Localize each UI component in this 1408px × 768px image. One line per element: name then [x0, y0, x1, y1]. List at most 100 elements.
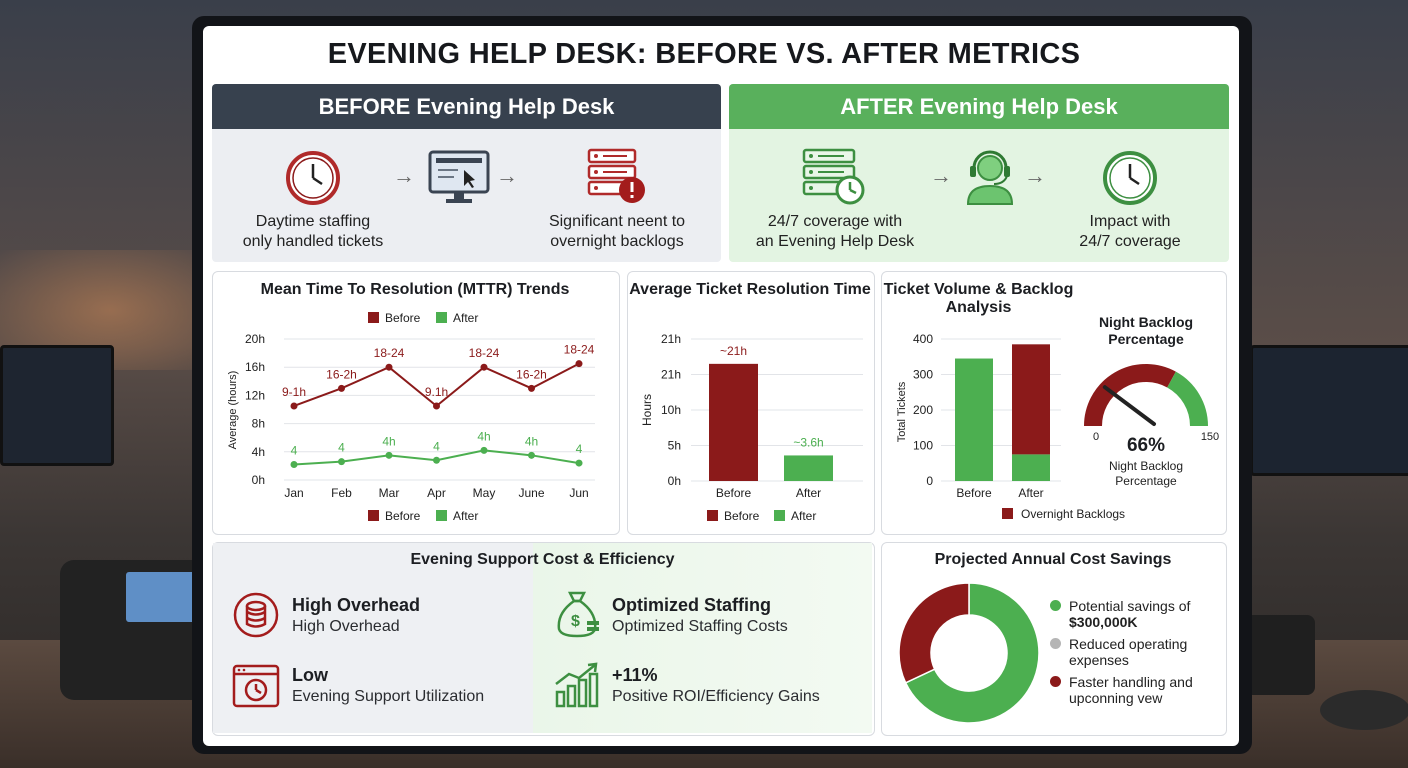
- gauge-needle: [1102, 385, 1156, 426]
- after-step-1-label: 24/7 coverage with an Evening Help Desk: [755, 213, 915, 250]
- data-point: [338, 458, 345, 466]
- x-tick-label: Before: [716, 486, 752, 500]
- gauge-arc-backlog: [1084, 364, 1176, 427]
- before-panel-header: BEFORE Evening Help Desk: [212, 84, 721, 129]
- savings-legend-3: Faster handling and upconning vew: [1069, 674, 1193, 706]
- arrow-right-icon: →: [393, 163, 415, 188]
- legend-label-after: After: [453, 311, 478, 325]
- savings-legend-1-text: Potential savings of: [1069, 598, 1191, 614]
- y-tick-label: 0h: [668, 474, 681, 488]
- data-label: ~21h: [720, 344, 747, 358]
- data-label: 4: [433, 439, 440, 453]
- legend-label-before: Before: [724, 509, 760, 523]
- before-step-3-label: Significant neent to overnight backlogs: [548, 213, 686, 250]
- data-label: 4h: [525, 434, 538, 448]
- y-axis-label: Total Tickets: [896, 381, 908, 442]
- data-point: [338, 384, 345, 392]
- y-tick-label: 200: [913, 403, 933, 417]
- legend-swatch-before: [368, 510, 379, 521]
- cost-item-3-title: Optimized Staffing: [612, 595, 771, 615]
- gauge-title-line: Night Backlog: [1099, 314, 1193, 330]
- data-label: 4h: [477, 429, 490, 443]
- clock-icon: [286, 151, 340, 205]
- cost-item-3-sub: Optimized Staffing Costs: [612, 618, 788, 635]
- data-point: [480, 446, 488, 454]
- database-coins-icon: [233, 592, 279, 638]
- gauge-max-label: 150: [1201, 431, 1219, 443]
- volume-title: Ticket Volume & Backlog Analysis: [883, 281, 1074, 316]
- savings-legend-dot: [1050, 638, 1061, 649]
- data-label: 4: [291, 443, 298, 457]
- y-tick-label: 12h: [245, 388, 265, 402]
- data-label: 4: [576, 442, 583, 456]
- y-tick-label: 21h: [661, 332, 681, 346]
- legend-swatch-backlog: [1002, 508, 1013, 519]
- data-point: [575, 360, 583, 368]
- gauge-caption-line: Night Backlog: [1109, 459, 1183, 473]
- mttr-card: [212, 271, 620, 535]
- x-tick-label: June: [518, 486, 544, 500]
- y-tick-label: 5h: [668, 439, 681, 453]
- growth-chart-icon: [555, 662, 599, 708]
- bar-segment: [1012, 344, 1050, 455]
- background-monitor-right: [1250, 345, 1408, 476]
- data-label: 16-2h: [516, 367, 547, 381]
- avg-resolution-title: Average Ticket Resolution Time: [629, 281, 871, 298]
- data-point: [528, 384, 535, 392]
- before-step-1-label: Daytime staffing only handled tickets: [242, 213, 384, 250]
- cost-title: Evening Support Cost & Efficiency: [410, 551, 675, 568]
- data-point: [433, 402, 440, 410]
- data-point: [290, 460, 298, 468]
- x-tick-label: Mar: [379, 486, 400, 500]
- data-label: 18-24: [564, 343, 595, 357]
- gauge-min-label: 0: [1093, 431, 1099, 443]
- legend-swatch-before: [368, 312, 379, 323]
- data-point: [575, 459, 583, 467]
- savings-legend-2: Reduced operating expenses: [1069, 636, 1188, 668]
- data-label: 18-24: [469, 346, 500, 360]
- data-label: 4h: [382, 434, 395, 448]
- background-speaker: [1245, 615, 1315, 695]
- legend-label-after: After: [453, 509, 478, 523]
- data-label: 9.1h: [425, 385, 448, 399]
- savings-donut-chart: [898, 582, 1040, 724]
- y-tick-label: 8h: [252, 417, 265, 431]
- y-tick-label: 400: [913, 332, 933, 346]
- gauge-title-line: Percentage: [1108, 331, 1184, 347]
- background-monitor-left: [0, 345, 114, 466]
- cost-item-4-sub: Positive ROI/Efficiency Gains: [612, 688, 820, 705]
- x-tick-label: Apr: [427, 486, 446, 500]
- arrow-right-icon: →: [930, 163, 952, 188]
- legend-swatch-before: [707, 510, 718, 521]
- bar-before: [709, 363, 758, 481]
- x-tick-label: After: [1018, 486, 1043, 500]
- savings-title: Projected Annual Cost Savings: [934, 551, 1172, 568]
- y-axis-label: Hours: [640, 394, 654, 426]
- y-tick-label: 10h: [661, 403, 681, 417]
- y-tick-label: 100: [913, 439, 933, 453]
- donut-slice: [898, 582, 970, 684]
- x-tick-label: After: [796, 486, 821, 500]
- y-tick-label: 20h: [245, 332, 265, 346]
- cost-item-1-title: High Overhead: [292, 595, 421, 615]
- legend-swatch-after: [436, 510, 447, 521]
- data-label: 4: [338, 441, 345, 455]
- server-alert-icon: [587, 148, 645, 203]
- data-point: [290, 402, 298, 410]
- arrow-right-icon: →: [496, 163, 518, 188]
- cost-before-region: [213, 543, 533, 733]
- clock-icon: [1103, 151, 1157, 205]
- gauge-arc-rest: [1166, 371, 1208, 427]
- data-label: ~3.6h: [793, 435, 823, 449]
- x-tick-label: Jan: [284, 486, 303, 500]
- server-clock-icon: [802, 148, 865, 205]
- data-point: [385, 363, 393, 371]
- savings-legend-dot: [1050, 600, 1061, 611]
- bar-segment: [1012, 454, 1050, 481]
- y-tick-label: 21h: [661, 368, 681, 382]
- cost-item-2-title: Low: [292, 665, 328, 685]
- svg-text:$: $: [571, 613, 580, 630]
- legend-swatch-after: [436, 312, 447, 323]
- savings-legend-dot: [1050, 676, 1061, 687]
- y-tick-label: 16h: [245, 360, 265, 374]
